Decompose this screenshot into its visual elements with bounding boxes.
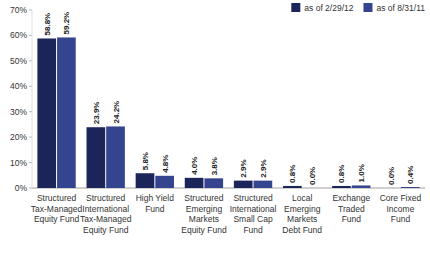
tick-mark [29,10,32,11]
data-label: 0.8% [288,165,297,183]
y-axis-line [32,10,33,188]
tick-mark [29,188,32,189]
bar [401,187,420,188]
bar [87,127,106,188]
bar [57,37,76,188]
category-label: StructuredInternationalSmall CapFund [230,193,277,235]
category-label: High YieldFund [136,193,175,214]
bar [283,186,302,188]
tick-mark [29,111,32,112]
category-label-line: Equity Fund [83,225,129,235]
tick-mark [29,35,32,36]
data-label: 24.2% [112,101,121,124]
bar [332,186,351,188]
category-label-line: Markets [189,214,219,224]
category-label: StructuredTax-ManagedEquity Fund [31,193,83,224]
bar [37,38,56,188]
category-label-line: Income [387,204,415,214]
tick-mark [29,60,32,61]
data-label: 0.0% [308,167,317,185]
data-label: 0.8% [337,165,346,183]
bar [136,173,155,188]
category-label: Core FixedIncomeFund [380,193,422,224]
data-label: 1.0% [357,164,366,182]
data-label: 2.9% [239,159,248,177]
category-label: StructuredEmergingMarketsEquity Fund [181,193,227,235]
category-label-line: International [82,204,129,214]
category-label-line: Structured [233,193,272,203]
data-labels: 58.8% 23.9% 5.8% 4.0% 2.9% 0.8% 0.8% 0.0% 59.2% 2… [43,12,416,185]
category-label-line: Fund [342,214,362,224]
category-label-line: Equity Fund [34,214,80,224]
tick-mark [29,137,32,138]
category-label-line: Traded [338,204,365,214]
tick-label: 20% [10,132,27,142]
tick-label: 40% [10,81,27,91]
category-label-line: Core Fixed [380,193,422,203]
chart: 0% 10% 20% 30% 40% 50% 60% 70% 58.8% 23.9% 5.8% 4.0… [0,0,430,277]
legend-label: as of 8/31/11 [376,3,425,13]
legend-swatch [363,3,372,12]
data-label: 0.4% [406,166,415,184]
legend-label: as of 2/29/12 [304,3,353,13]
data-label: 59.2% [62,12,71,35]
category-label-line: Equity Fund [181,225,227,235]
tick-label: 60% [10,30,27,40]
tick-mark [29,162,32,163]
category-label: ExchangeTradedFund [332,193,370,224]
bar [204,178,223,188]
data-label: 4.0% [190,157,199,175]
category-label-line: Debt Fund [282,225,322,235]
data-label: 4.8% [161,155,170,173]
category-label-line: Emerging [186,204,223,214]
category-label-line: Structured [86,193,125,203]
category-label-line: Local [292,193,312,203]
bar [254,181,273,188]
bar [155,176,174,188]
category-label: LocalEmergingMarketsDebt Fund [282,193,322,235]
y-axis: 0% 10% 20% 30% 40% 50% 60% 70% [10,5,425,193]
tick-label: 70% [10,5,27,15]
category-label-line: Small Cap [233,214,272,224]
data-label: 2.9% [259,159,268,177]
bar [381,188,400,189]
tick-label: 50% [10,56,27,66]
bar [185,178,204,188]
legend: as of 2/29/12 as of 8/31/11 [291,3,425,13]
legend-swatch [291,3,300,12]
category-label: StructuredInternationalTax-ManagedEquity… [80,193,132,235]
category-label-line: Tax-Managed [31,204,83,214]
category-label-line: Fund [145,204,165,214]
data-label: 23.9% [92,102,101,125]
category-label-line: Fund [243,225,263,235]
category-label-line: Tax-Managed [80,214,132,224]
tick-label: 30% [10,107,27,117]
category-labels: StructuredTax-ManagedEquity FundStructur… [31,193,422,235]
category-label-line: Emerging [284,204,321,214]
bar [234,181,253,188]
bar [303,188,322,189]
bars [37,37,419,188]
data-label: 0.0% [387,167,396,185]
category-label-line: Fund [391,214,411,224]
bar [106,126,125,188]
category-label-line: Structured [37,193,76,203]
category-label-line: Structured [184,193,223,203]
bar [352,185,371,188]
category-label-line: Markets [287,214,317,224]
tick-label: 0% [15,183,28,193]
data-label: 58.8% [43,13,52,36]
category-label-line: Exchange [332,193,370,203]
category-label-line: High Yield [136,193,175,203]
category-label-line: International [230,204,277,214]
data-label: 3.8% [210,157,219,175]
tick-mark [29,86,32,87]
tick-label: 10% [10,158,27,168]
data-label: 5.8% [141,152,150,170]
